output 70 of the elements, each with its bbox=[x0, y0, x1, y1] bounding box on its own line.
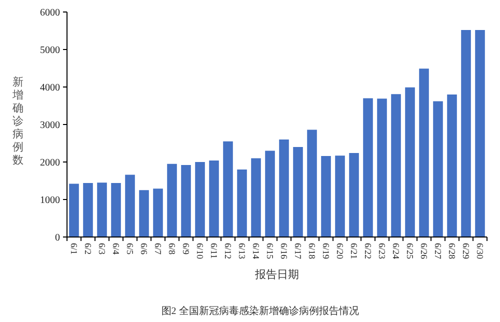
x-tick-label: 6/3 bbox=[96, 243, 107, 255]
x-tick-label: 6/25 bbox=[404, 243, 415, 260]
bar bbox=[237, 170, 247, 237]
bar bbox=[307, 130, 317, 237]
bar bbox=[321, 156, 331, 237]
x-tick-label: 6/10 bbox=[194, 243, 205, 260]
bar bbox=[83, 183, 93, 237]
bar bbox=[349, 153, 359, 237]
x-tick-label: 6/17 bbox=[292, 243, 303, 260]
x-tick-label: 6/5 bbox=[124, 243, 135, 255]
bar bbox=[433, 101, 443, 237]
bar bbox=[153, 188, 163, 237]
bar bbox=[209, 160, 219, 237]
x-tick-label: 6/18 bbox=[306, 243, 317, 260]
x-tick-label: 6/20 bbox=[334, 243, 345, 260]
y-tick-label: 1000 bbox=[40, 195, 60, 206]
bar bbox=[139, 190, 149, 237]
x-tick-label: 6/24 bbox=[390, 243, 401, 260]
bar bbox=[279, 140, 289, 237]
x-tick-label: 6/14 bbox=[250, 243, 261, 260]
bar bbox=[125, 174, 135, 237]
y-axis-title: 新增确诊病例数 bbox=[12, 76, 24, 166]
x-tick-label: 6/22 bbox=[362, 243, 373, 260]
x-tick-label: 6/19 bbox=[320, 243, 331, 260]
y-tick-label: 0 bbox=[55, 232, 60, 244]
x-tick-label: 6/9 bbox=[180, 243, 191, 255]
bar bbox=[111, 183, 121, 237]
y-tick-label: 2000 bbox=[40, 158, 60, 168]
bar bbox=[447, 94, 457, 237]
x-axis-title: 报告日期 bbox=[254, 268, 299, 281]
x-tick-label: 6/21 bbox=[348, 243, 359, 260]
x-tick-label: 6/8 bbox=[166, 243, 177, 255]
y-tick-label: 6000 bbox=[40, 8, 60, 18]
y-tick-label: 4000 bbox=[40, 82, 60, 94]
bar bbox=[293, 147, 303, 237]
x-tick-label: 6/15 bbox=[264, 243, 275, 260]
bar bbox=[377, 98, 387, 237]
bar bbox=[69, 184, 79, 237]
bar bbox=[223, 141, 233, 237]
bar bbox=[363, 98, 373, 237]
x-tick-label: 6/26 bbox=[418, 243, 429, 260]
bar bbox=[419, 68, 429, 237]
x-tick-label: 6/1 bbox=[68, 243, 79, 255]
x-tick-label: 6/30 bbox=[474, 243, 485, 260]
x-tick-label: 6/4 bbox=[110, 243, 121, 255]
x-tick-label: 6/28 bbox=[446, 243, 457, 260]
bar bbox=[335, 156, 345, 237]
x-tick-label: 6/13 bbox=[236, 243, 247, 260]
x-tick-label: 6/11 bbox=[208, 243, 219, 259]
y-tick-label: 5000 bbox=[40, 45, 60, 56]
x-tick-label: 6/12 bbox=[222, 243, 233, 260]
bar bbox=[391, 94, 401, 237]
bar bbox=[405, 87, 415, 237]
x-tick-label: 6/2 bbox=[82, 243, 93, 255]
x-tick-label: 6/16 bbox=[278, 243, 289, 260]
x-tick-label: 6/6 bbox=[138, 243, 149, 255]
caption: 图2 全国新冠病毒感染新增确诊病例报告情况 bbox=[161, 305, 359, 317]
bar bbox=[265, 150, 275, 237]
y-tick-label: 3000 bbox=[40, 120, 60, 131]
x-tick-label: 6/23 bbox=[376, 243, 387, 260]
bar bbox=[97, 182, 107, 237]
bar bbox=[461, 30, 471, 237]
x-tick-label: 6/7 bbox=[152, 243, 163, 255]
bar bbox=[195, 162, 205, 237]
x-tick-label: 6/27 bbox=[432, 243, 443, 260]
bar bbox=[251, 158, 261, 237]
bar bbox=[167, 164, 177, 237]
x-tick-label: 6/29 bbox=[460, 243, 471, 260]
bar bbox=[181, 165, 191, 237]
bar bbox=[475, 30, 485, 237]
